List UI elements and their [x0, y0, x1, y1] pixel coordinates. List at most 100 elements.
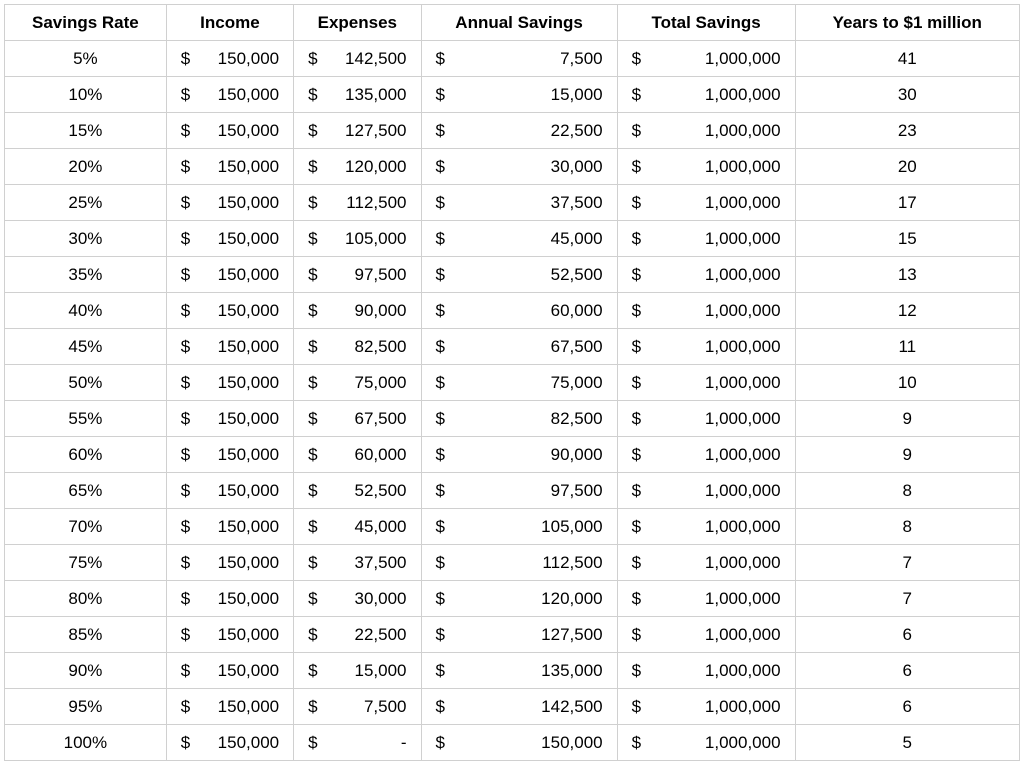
cell-total-savings-value: 1,000,000	[632, 85, 781, 105]
cell-expenses-value: 7,500	[308, 697, 406, 717]
cell-total-savings: $1,000,000	[617, 41, 795, 77]
currency-symbol: $	[308, 409, 317, 429]
currency-symbol: $	[308, 121, 317, 141]
cell-expenses: $52,500	[294, 473, 421, 509]
currency-symbol: $	[436, 733, 445, 753]
cell-income-value: 150,000	[181, 733, 279, 753]
cell-total-savings: $1,000,000	[617, 437, 795, 473]
cell-expenses: $45,000	[294, 509, 421, 545]
cell-expenses-value: 135,000	[308, 85, 406, 105]
currency-symbol: $	[632, 481, 641, 501]
cell-income-value: 150,000	[181, 481, 279, 501]
currency-symbol: $	[436, 85, 445, 105]
savings-table: Savings Rate Income Expenses Annual Savi…	[4, 4, 1020, 761]
cell-annual-savings: $142,500	[421, 689, 617, 725]
cell-annual-savings-value: 150,000	[436, 733, 603, 753]
currency-symbol: $	[632, 733, 641, 753]
table-row: 50%$150,000$75,000$75,000$1,000,00010	[5, 365, 1020, 401]
currency-symbol: $	[308, 661, 317, 681]
cell-annual-savings: $112,500	[421, 545, 617, 581]
currency-symbol: $	[181, 553, 190, 573]
cell-income-value: 150,000	[181, 229, 279, 249]
currency-symbol: $	[308, 157, 317, 177]
cell-total-savings-value: 1,000,000	[632, 337, 781, 357]
currency-symbol: $	[181, 517, 190, 537]
cell-years: 6	[795, 653, 1019, 689]
table-row: 70%$150,000$45,000$105,000$1,000,0008	[5, 509, 1020, 545]
cell-annual-savings: $60,000	[421, 293, 617, 329]
cell-expenses: $67,500	[294, 401, 421, 437]
cell-total-savings: $1,000,000	[617, 185, 795, 221]
cell-savings-rate: 40%	[5, 293, 167, 329]
cell-total-savings-value: 1,000,000	[632, 733, 781, 753]
cell-income: $150,000	[166, 293, 293, 329]
cell-total-savings-value: 1,000,000	[632, 301, 781, 321]
currency-symbol: $	[181, 445, 190, 465]
table-row: 5%$150,000$142,500$7,500$1,000,00041	[5, 41, 1020, 77]
cell-annual-savings-value: 97,500	[436, 481, 603, 501]
cell-income: $150,000	[166, 41, 293, 77]
cell-income: $150,000	[166, 257, 293, 293]
currency-symbol: $	[436, 373, 445, 393]
cell-expenses-value: 75,000	[308, 373, 406, 393]
cell-expenses: $75,000	[294, 365, 421, 401]
cell-expenses: $105,000	[294, 221, 421, 257]
cell-annual-savings-value: 60,000	[436, 301, 603, 321]
currency-symbol: $	[436, 661, 445, 681]
cell-years: 13	[795, 257, 1019, 293]
table-row: 25%$150,000$112,500$37,500$1,000,00017	[5, 185, 1020, 221]
currency-symbol: $	[632, 121, 641, 141]
cell-expenses-value: 15,000	[308, 661, 406, 681]
cell-annual-savings: $37,500	[421, 185, 617, 221]
currency-symbol: $	[181, 193, 190, 213]
currency-symbol: $	[308, 265, 317, 285]
cell-expenses-value: 127,500	[308, 121, 406, 141]
cell-income: $150,000	[166, 545, 293, 581]
cell-annual-savings-value: 135,000	[436, 661, 603, 681]
currency-symbol: $	[181, 733, 190, 753]
cell-annual-savings-value: 120,000	[436, 589, 603, 609]
currency-symbol: $	[436, 229, 445, 249]
currency-symbol: $	[436, 265, 445, 285]
currency-symbol: $	[632, 445, 641, 465]
currency-symbol: $	[308, 85, 317, 105]
currency-symbol: $	[181, 373, 190, 393]
cell-total-savings-value: 1,000,000	[632, 265, 781, 285]
currency-symbol: $	[436, 157, 445, 177]
currency-symbol: $	[308, 229, 317, 249]
cell-years: 7	[795, 545, 1019, 581]
cell-years: 7	[795, 581, 1019, 617]
cell-expenses-value: 22,500	[308, 625, 406, 645]
currency-symbol: $	[436, 121, 445, 141]
cell-total-savings-value: 1,000,000	[632, 445, 781, 465]
cell-total-savings: $1,000,000	[617, 257, 795, 293]
table-row: 100%$150,000$-$150,000$1,000,0005	[5, 725, 1020, 761]
cell-total-savings: $1,000,000	[617, 617, 795, 653]
cell-income-value: 150,000	[181, 553, 279, 573]
currency-symbol: $	[181, 697, 190, 717]
currency-symbol: $	[181, 409, 190, 429]
cell-income-value: 150,000	[181, 697, 279, 717]
cell-savings-rate: 45%	[5, 329, 167, 365]
cell-income: $150,000	[166, 617, 293, 653]
cell-annual-savings: $30,000	[421, 149, 617, 185]
cell-income-value: 150,000	[181, 49, 279, 69]
currency-symbol: $	[181, 265, 190, 285]
cell-years: 20	[795, 149, 1019, 185]
cell-years: 15	[795, 221, 1019, 257]
cell-income: $150,000	[166, 329, 293, 365]
cell-expenses-value: 52,500	[308, 481, 406, 501]
cell-savings-rate: 10%	[5, 77, 167, 113]
currency-symbol: $	[308, 373, 317, 393]
cell-total-savings-value: 1,000,000	[632, 193, 781, 213]
currency-symbol: $	[308, 733, 317, 753]
currency-symbol: $	[632, 85, 641, 105]
cell-income-value: 150,000	[181, 517, 279, 537]
cell-annual-savings-value: 142,500	[436, 697, 603, 717]
table-row: 75%$150,000$37,500$112,500$1,000,0007	[5, 545, 1020, 581]
table-row: 95%$150,000$7,500$142,500$1,000,0006	[5, 689, 1020, 725]
col-header-total-savings: Total Savings	[617, 5, 795, 41]
cell-expenses: $37,500	[294, 545, 421, 581]
cell-years: 9	[795, 437, 1019, 473]
cell-annual-savings: $22,500	[421, 113, 617, 149]
